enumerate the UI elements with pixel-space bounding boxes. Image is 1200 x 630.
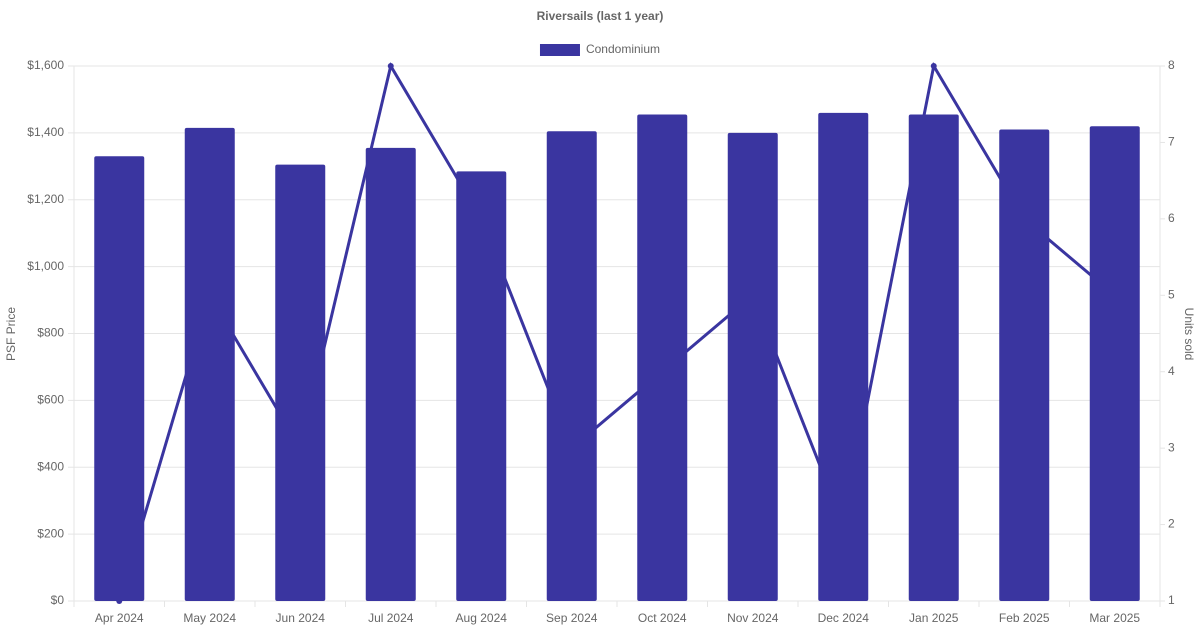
x-tick-label: Jul 2024	[368, 611, 414, 625]
y-tick-label: $1,600	[27, 58, 64, 72]
bar	[818, 112, 869, 601]
bar	[999, 129, 1050, 601]
x-tick-label: Nov 2024	[727, 611, 779, 625]
y-tick-label: $1,000	[27, 259, 64, 273]
y2-tick-label: 3	[1168, 440, 1175, 454]
y2-tick-label: 7	[1168, 135, 1175, 149]
bar	[637, 114, 688, 601]
y-tick-label: $400	[37, 459, 64, 473]
bar	[94, 156, 145, 601]
y2-tick-label: 1	[1168, 593, 1175, 607]
y-tick-label: $1,400	[27, 125, 64, 139]
x-tick-label: Jan 2025	[909, 611, 959, 625]
x-tick-label: Oct 2024	[638, 611, 687, 625]
y2-tick-label: 8	[1168, 58, 1175, 72]
x-tick-label: Sep 2024	[546, 611, 598, 625]
y2-tick-label: 2	[1168, 517, 1175, 531]
bar	[908, 114, 959, 601]
y2-tick-label: 6	[1168, 211, 1175, 225]
x-tick-label: Mar 2025	[1089, 611, 1140, 625]
y-tick-label: $0	[51, 593, 65, 607]
bar	[727, 132, 778, 601]
line-point	[930, 63, 937, 69]
x-tick-label: Jun 2024	[276, 611, 326, 625]
x-tick-label: Aug 2024	[456, 611, 508, 625]
bar	[365, 147, 416, 601]
y-tick-label: $600	[37, 393, 64, 407]
x-tick-label: Apr 2024	[95, 611, 144, 625]
bar	[546, 131, 597, 601]
y-tick-label: $1,200	[27, 192, 64, 206]
bar	[184, 127, 235, 601]
legend-label: Condominium	[586, 42, 660, 56]
y2-axis-title: Units sold	[1182, 308, 1196, 361]
y-tick-label: $200	[37, 526, 64, 540]
chart-title: Riversails (last 1 year)	[537, 9, 664, 23]
line-point	[387, 63, 394, 69]
x-tick-label: Feb 2025	[999, 611, 1050, 625]
y2-tick-label: 4	[1168, 364, 1175, 378]
x-tick-label: Dec 2024	[818, 611, 870, 625]
bar	[456, 171, 507, 601]
legend-swatch	[539, 44, 580, 56]
bar	[275, 164, 326, 601]
bar	[1089, 126, 1140, 601]
y-axis-title: PSF Price	[4, 307, 18, 361]
y-tick-label: $800	[37, 326, 64, 340]
x-tick-label: May 2024	[183, 611, 236, 625]
y2-tick-label: 5	[1168, 287, 1175, 301]
